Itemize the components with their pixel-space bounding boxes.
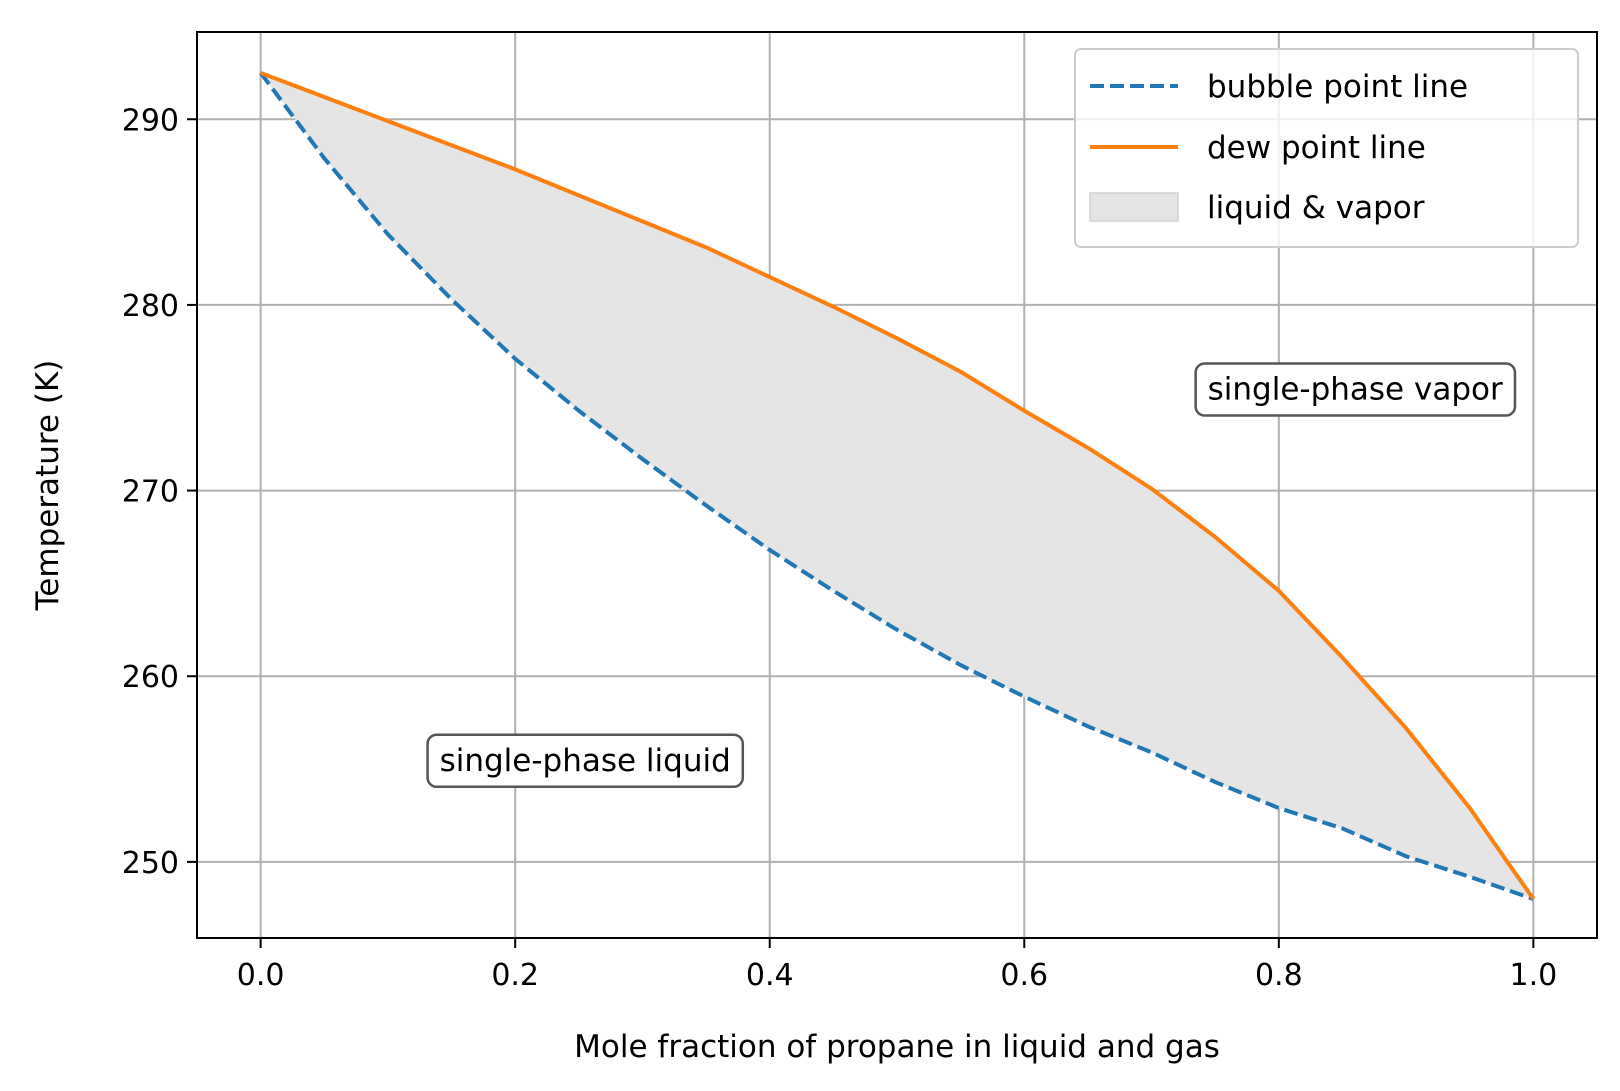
annotation-liquid: single-phase liquid bbox=[426, 733, 745, 789]
legend: bubble point line dew point line liquid … bbox=[1074, 48, 1579, 248]
annotation-box bbox=[1194, 362, 1517, 417]
bubble-point-line bbox=[259, 71, 1535, 901]
dew-point-line bbox=[259, 70, 1536, 901]
x-tick-label: 0.6 bbox=[1000, 958, 1048, 993]
x-tick-label: 0.8 bbox=[1255, 958, 1303, 993]
x-tick-label: 0.0 bbox=[237, 958, 285, 993]
y-axis-label: Temperature (K) bbox=[30, 360, 66, 612]
legend-dew-label: dew point line bbox=[1207, 130, 1426, 166]
x-tick-label: 0.2 bbox=[491, 958, 539, 993]
y-axis-ticks: 250 260 270 280 290 bbox=[122, 103, 197, 881]
annotation-vapor: single-phase vapor bbox=[1194, 362, 1517, 417]
annotation-box bbox=[426, 733, 745, 789]
legend-fill-label: liquid & vapor bbox=[1207, 190, 1425, 226]
annotations: single-phase vapor single-phase liquid bbox=[426, 362, 1517, 789]
x-axis-ticks: 0.0 0.2 0.4 0.6 0.8 1.0 bbox=[237, 938, 1557, 993]
y-tick-label: 260 bbox=[122, 660, 179, 695]
y-tick-label: 270 bbox=[122, 475, 179, 510]
y-tick-label: 250 bbox=[122, 846, 179, 881]
y-tick-label: 280 bbox=[122, 289, 179, 324]
plot-frame bbox=[196, 31, 1598, 939]
legend-fill-swatch bbox=[1089, 192, 1179, 222]
x-axis-label: Mole fraction of propane in liquid and g… bbox=[574, 1029, 1220, 1065]
y-tick-label: 290 bbox=[122, 103, 179, 138]
annotation-text: single-phase liquid bbox=[440, 743, 731, 779]
liquid-vapor-fill bbox=[260, 72, 1534, 900]
legend-bubble-label: bubble point line bbox=[1207, 69, 1468, 105]
legend-box bbox=[1074, 48, 1579, 248]
annotation-text: single-phase vapor bbox=[1208, 371, 1503, 407]
series-lines bbox=[259, 70, 1536, 901]
x-tick-label: 1.0 bbox=[1510, 958, 1558, 993]
two-phase-region bbox=[260, 72, 1534, 900]
x-tick-label: 0.4 bbox=[746, 958, 794, 993]
